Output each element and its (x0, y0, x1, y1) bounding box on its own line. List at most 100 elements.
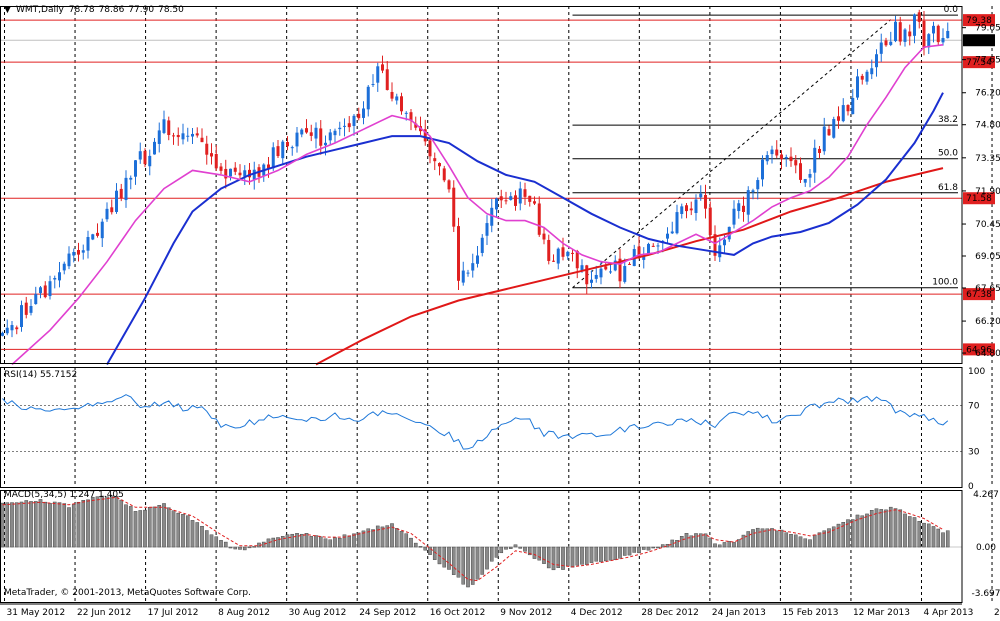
macd-tick-label: -3.697 (971, 589, 1000, 599)
bullish-candle (181, 133, 185, 140)
macd-histogram-bar (399, 531, 404, 548)
bullish-candle (518, 188, 522, 204)
bullish-candle (162, 119, 166, 133)
bearish-candle (884, 40, 888, 46)
price-tick-label: 76.20 (975, 89, 1000, 99)
macd-histogram-bar (447, 546, 451, 570)
bearish-candle (447, 180, 451, 190)
bullish-candle (813, 147, 817, 173)
bullish-candle (599, 268, 603, 278)
macd-histogram-bar (309, 536, 314, 548)
macd-histogram-bar (931, 526, 936, 548)
macd-histogram-bar (195, 522, 200, 548)
bullish-candle (566, 251, 570, 257)
bullish-candle (366, 86, 370, 110)
bullish-candle (580, 265, 584, 271)
macd-histogram-bar (223, 541, 228, 548)
price-tick-label: 67.65 (975, 284, 1000, 294)
macd-histogram-bar (703, 533, 708, 548)
macd-histogram-bar (323, 538, 328, 548)
bullish-candle (290, 147, 294, 149)
macd-histogram-bar (675, 540, 679, 548)
bearish-candle (499, 196, 503, 201)
bullish-candle (157, 130, 161, 144)
bullish-candle (765, 155, 769, 162)
rsi-line (2, 394, 949, 450)
bullish-candle (115, 190, 118, 212)
bearish-candle (504, 200, 508, 202)
macd-histogram-bar (717, 544, 722, 548)
bearish-candle (442, 168, 446, 181)
date-tick-label: 30 Aug 2012 (289, 608, 347, 618)
price-tick-label: 64.80 (975, 349, 1000, 359)
macd-histogram-bar (76, 501, 81, 548)
macd-histogram-bar (124, 504, 128, 548)
bearish-candle (381, 64, 384, 71)
panel-frame (0, 6, 963, 364)
macd-histogram-bar (898, 509, 903, 548)
macd-histogram-bar (784, 532, 789, 548)
bullish-candle (72, 252, 76, 256)
bullish-candle (328, 132, 332, 141)
macd-histogram-bar (285, 534, 290, 548)
macd-histogram-bar (247, 546, 252, 549)
bearish-candle (775, 149, 779, 156)
macd-histogram-bar (651, 546, 656, 549)
macd-histogram-bar (295, 533, 299, 548)
bearish-candle (210, 153, 213, 157)
bullish-candle (756, 180, 760, 190)
macd-histogram-bar (504, 546, 508, 550)
macd-histogram-bar (637, 546, 641, 554)
bullish-candle (718, 245, 722, 258)
bullish-candle (856, 76, 859, 98)
bearish-candle (276, 146, 280, 157)
date-tick-label: 31 May 2012 (7, 608, 66, 618)
macd-histogram-bar (190, 520, 195, 548)
bullish-candle (105, 208, 109, 220)
bullish-candle (480, 237, 484, 253)
bearish-candle (575, 250, 579, 269)
bullish-candle (656, 245, 660, 247)
bullish-candle (751, 190, 755, 193)
price-tag-label: 64.96 (966, 345, 992, 355)
macd-histogram-bar (660, 544, 665, 548)
macd-histogram-bar (304, 533, 309, 548)
macd-histogram-bar (542, 546, 546, 564)
macd-histogram-bar (29, 501, 33, 548)
bearish-candle (96, 232, 99, 236)
macd-histogram-bar (537, 546, 542, 561)
bearish-candle (908, 31, 912, 37)
bullish-candle (746, 190, 750, 215)
close-value: 78.50 (158, 5, 184, 15)
fibonacci-level-label: 100.0 (932, 278, 958, 288)
bullish-candle (851, 97, 855, 115)
bullish-candle (362, 108, 365, 118)
chart-menu-arrow-icon[interactable]: ▼ (4, 5, 11, 15)
macd-histogram-bar (119, 499, 124, 548)
bearish-candle (309, 132, 313, 136)
macd-histogram-bar (266, 538, 271, 548)
bullish-candle (761, 159, 764, 180)
macd-histogram-bar (594, 546, 599, 562)
bullish-candle (889, 41, 893, 45)
bullish-candle (20, 305, 23, 328)
macd-histogram-bar (470, 546, 475, 585)
macd-histogram-bar (599, 546, 603, 563)
bullish-candle (932, 25, 935, 34)
rsi-tick-label: 30 (968, 448, 980, 458)
bullish-candle (832, 119, 836, 138)
bullish-candle (903, 29, 907, 42)
bearish-candle (561, 247, 565, 257)
bearish-candle (794, 160, 798, 166)
macd-histogram-bar (352, 533, 356, 548)
bullish-candle (300, 129, 304, 135)
symbol-label: WMT,Daily (16, 5, 64, 15)
macd-histogram-bar (337, 537, 342, 548)
bearish-candle (414, 123, 418, 128)
macd-histogram-bar (513, 544, 518, 548)
bearish-candle (618, 258, 622, 282)
macd-histogram-bar (822, 530, 827, 548)
bearish-candle (110, 207, 114, 213)
macd-histogram-bar (884, 509, 888, 548)
